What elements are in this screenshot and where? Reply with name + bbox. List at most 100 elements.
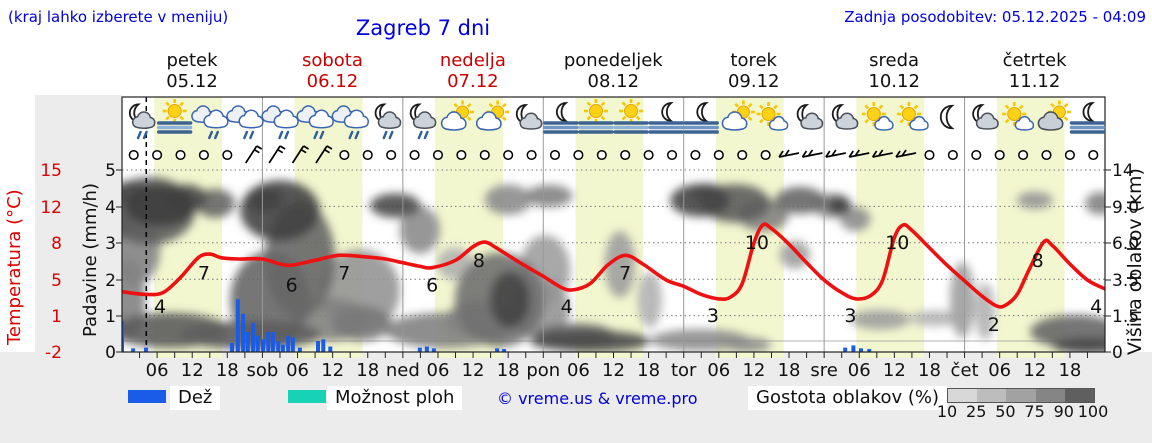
rain-bar bbox=[297, 347, 302, 352]
wind-calm-icon bbox=[666, 149, 678, 161]
day-header-sobota[interactable]: sobota 06.12 bbox=[262, 50, 402, 92]
wind-calm-icon bbox=[362, 149, 373, 161]
wind-calm-icon bbox=[947, 149, 958, 161]
copyright-link[interactable]: © vreme.us & vreme.pro bbox=[497, 389, 698, 408]
wind-calm-icon bbox=[1064, 149, 1075, 161]
wind-calm-icon bbox=[760, 149, 771, 161]
wind-barb-icon bbox=[268, 145, 286, 164]
density-tick-label: 10 bbox=[936, 402, 958, 421]
weather-icon-cloud-rain bbox=[226, 105, 264, 140]
day-name: sreda bbox=[869, 50, 920, 71]
cloud-blob bbox=[604, 231, 636, 298]
wind-barb-icon bbox=[848, 149, 870, 158]
rain-bar bbox=[261, 339, 266, 352]
wind-barb-icon bbox=[895, 149, 917, 158]
weather-icon-night-cloud-rain bbox=[409, 103, 437, 140]
rain-bar bbox=[276, 341, 281, 352]
cloud-blob bbox=[827, 196, 851, 215]
cloud-blob bbox=[1085, 191, 1105, 215]
day-date: 11.12 bbox=[1008, 71, 1061, 92]
x-axis-label: 18 bbox=[637, 360, 660, 381]
day-date: 09.12 bbox=[727, 71, 780, 92]
rain-bar bbox=[495, 348, 500, 352]
wind-calm-icon bbox=[456, 149, 467, 161]
day-name: četrtek bbox=[1002, 50, 1067, 71]
cloud-height-tick-label: 6.0 bbox=[1112, 234, 1139, 254]
cloud-height-tick-label: 9.0 bbox=[1112, 198, 1139, 218]
x-axis-label: 18 bbox=[356, 360, 379, 381]
cloud-blob bbox=[124, 184, 196, 227]
temperature-tick-label: 1 bbox=[51, 307, 62, 327]
cloud-height-tick-label: 3.5 bbox=[1112, 271, 1139, 291]
weather-icon-sun-fog bbox=[613, 99, 649, 134]
rain-legend-swatch bbox=[128, 390, 166, 403]
rain-bar bbox=[255, 335, 260, 352]
rain-bar bbox=[280, 344, 285, 352]
wind-calm-icon bbox=[994, 149, 1005, 161]
showers-legend-swatch bbox=[288, 390, 326, 403]
day-header-petek[interactable]: petek 05.12 bbox=[122, 50, 262, 92]
rain-bars bbox=[122, 299, 872, 352]
rain-bar bbox=[266, 331, 271, 352]
wind-calm-icon bbox=[503, 149, 514, 161]
day-header-sreda[interactable]: sreda 10.12 bbox=[824, 50, 964, 92]
x-axis-label: 18 bbox=[497, 360, 520, 381]
cloud-blob bbox=[484, 184, 532, 215]
day-date: 05.12 bbox=[166, 71, 218, 92]
precipitation-tick-label: 3 bbox=[105, 234, 116, 254]
rain-bar bbox=[417, 347, 422, 352]
density-tick-label: 50 bbox=[995, 402, 1016, 421]
x-axis-label: 06 bbox=[146, 360, 169, 381]
wind-calm-icon bbox=[222, 149, 233, 161]
x-axis-label: 12 bbox=[321, 360, 344, 381]
weather-icon-night-fog bbox=[1069, 102, 1106, 134]
location-hint[interactable]: (kraj lahko izberete v meniju) bbox=[8, 8, 229, 26]
wind-calm-icon bbox=[128, 149, 139, 161]
rain-bar bbox=[851, 345, 856, 352]
wind-calm-icon bbox=[198, 149, 209, 161]
day-header-ponedeljek[interactable]: ponedeljek 08.12 bbox=[543, 50, 683, 92]
x-axis-label: 06 bbox=[707, 360, 730, 381]
day-header-torek[interactable]: torek 09.12 bbox=[684, 50, 824, 92]
cloud-blob bbox=[529, 330, 651, 352]
cloud-blob bbox=[1016, 191, 1053, 209]
x-axis-label: 12 bbox=[742, 360, 765, 381]
wind-calm-icon bbox=[713, 149, 724, 161]
x-axis-label: tor bbox=[671, 360, 697, 381]
daylight-band bbox=[996, 97, 1065, 358]
cloud-blob bbox=[1052, 338, 1105, 352]
page-title: Zagreb 7 dni bbox=[355, 16, 491, 40]
x-axis-label: 12 bbox=[462, 360, 485, 381]
temperature-value-label: 8 bbox=[473, 250, 485, 272]
wind-calm-icon bbox=[573, 149, 584, 161]
temperature-value-label: 8 bbox=[1032, 250, 1044, 272]
rain-bar bbox=[251, 322, 256, 352]
density-gradient-segment bbox=[977, 389, 1007, 402]
weather-icon-cloud-rain bbox=[261, 105, 299, 140]
wind-barb-icon bbox=[245, 145, 263, 164]
temperature-value-label: 2 bbox=[988, 314, 1000, 336]
weather-icon-sun-cloud bbox=[721, 100, 755, 131]
weather-icon-cloud-rain bbox=[191, 105, 229, 140]
x-axis-label: 18 bbox=[216, 360, 239, 381]
temperature-tick-label: 15 bbox=[40, 161, 62, 181]
wind-calm-icon bbox=[690, 149, 701, 161]
precipitation-tick-label: 4 bbox=[105, 198, 116, 218]
x-axis-label: 06 bbox=[848, 360, 871, 381]
wind-calm-icon bbox=[339, 149, 350, 161]
weather-icon-sun-cloud bbox=[440, 100, 475, 131]
wind-barb-icon bbox=[291, 145, 309, 164]
weather-icon-sun-fog bbox=[156, 99, 193, 134]
weather-icon-cloud-rain bbox=[296, 105, 334, 140]
temperature-value-label: 7 bbox=[619, 262, 631, 284]
day-header-nedelja[interactable]: nedelja 07.12 bbox=[403, 50, 543, 92]
cloud-blob bbox=[949, 261, 975, 338]
wind-calm-icon bbox=[596, 149, 607, 161]
weather-icon-sun-smallcloud bbox=[861, 102, 894, 131]
density-tick-label: 90 bbox=[1053, 402, 1074, 421]
weather-icon-night-fog bbox=[648, 102, 684, 134]
day-header-četrtek[interactable]: četrtek 11.12 bbox=[965, 50, 1105, 92]
temperature-tick-label: 8 bbox=[51, 234, 62, 254]
